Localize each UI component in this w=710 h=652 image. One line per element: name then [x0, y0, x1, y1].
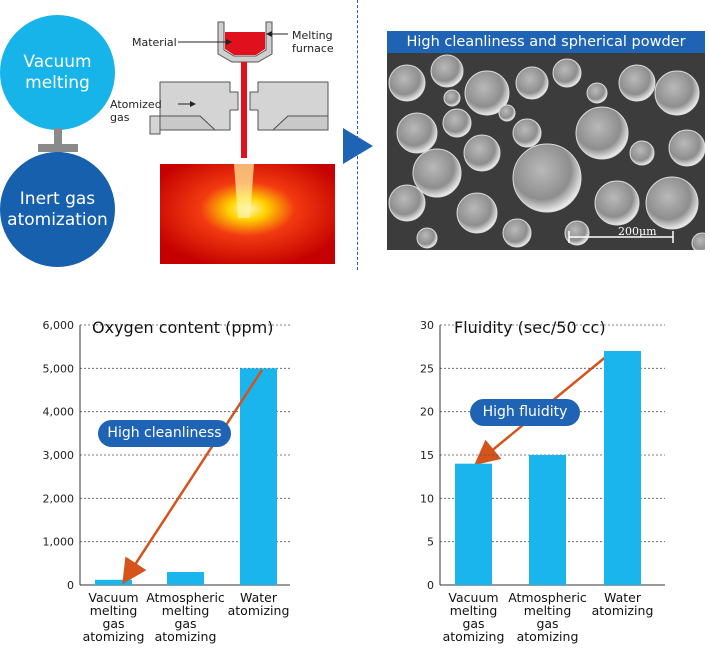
- x-category-label: Atmospheric melting gas atomizing: [508, 590, 587, 644]
- bar: [240, 368, 277, 585]
- chart-oxygen: 0 1,000 2,000 3,000 4,000 5,000 6,000: [43, 319, 290, 590]
- y-tick-label: 4,000: [43, 406, 75, 419]
- atomized-gas-label: Atomized gas: [110, 98, 162, 124]
- bar: [95, 579, 132, 585]
- bar: [529, 455, 566, 585]
- right-arrow-icon: [343, 128, 373, 164]
- inert-gas-circle: Inert gas atomization: [0, 152, 115, 267]
- micrograph-banner: High cleanliness and spherical powder: [387, 31, 705, 53]
- y-tick-label: 25: [420, 362, 434, 375]
- x-category-label: Water atomizing: [227, 590, 290, 618]
- x-category-label: Water atomizing: [591, 590, 654, 618]
- y-tick-label: 2,000: [43, 492, 75, 505]
- atomizer-schematic: [149, 21, 335, 264]
- x-category-label: Vacuum melting gas atomizing: [442, 590, 505, 644]
- vacuum-melting-label: Vacuum melting: [23, 51, 92, 93]
- melting-furnace-label: Melting furnace: [292, 29, 334, 55]
- y-tick-label: 0: [67, 579, 74, 590]
- y-tick-label: 20: [420, 406, 434, 419]
- powder-micrograph: [387, 53, 705, 250]
- y-tick-label: 1,000: [43, 536, 75, 549]
- y-tick-label: 5,000: [43, 362, 75, 375]
- plus-icon: [38, 128, 78, 168]
- y-tick-label: 15: [420, 449, 434, 462]
- y-tick-label: 3,000: [43, 449, 75, 462]
- y-tick-label: 6,000: [43, 319, 75, 332]
- chart-title-oxygen: Oxygen content (ppm): [92, 318, 274, 337]
- x-category-label: Vacuum melting gas atomizing: [82, 590, 145, 644]
- chart-fluidity: 0 5 10 15 20 25 30: [420, 319, 665, 590]
- y-tick-label: 5: [427, 536, 434, 549]
- bar: [604, 351, 641, 585]
- divider-line: [357, 0, 358, 270]
- inert-gas-label: Inert gas atomization: [7, 188, 108, 230]
- scale-bar-label: 200μm: [618, 225, 657, 238]
- bar: [167, 572, 204, 585]
- y-tick-label: 0: [427, 579, 434, 590]
- y-tick-label: 10: [420, 492, 434, 505]
- callout-high-fluidity: High fluidity: [470, 399, 580, 426]
- x-category-label: Atmospheric melting gas atomizing: [146, 590, 225, 644]
- chart-title-fluidity: Fluidity (sec/50 cc): [454, 318, 606, 337]
- material-label: Material: [132, 36, 177, 49]
- vacuum-melting-circle: Vacuum melting: [0, 15, 115, 130]
- callout-high-cleanliness: High cleanliness: [98, 420, 231, 447]
- bar: [455, 463, 492, 585]
- y-tick-label: 30: [420, 319, 434, 332]
